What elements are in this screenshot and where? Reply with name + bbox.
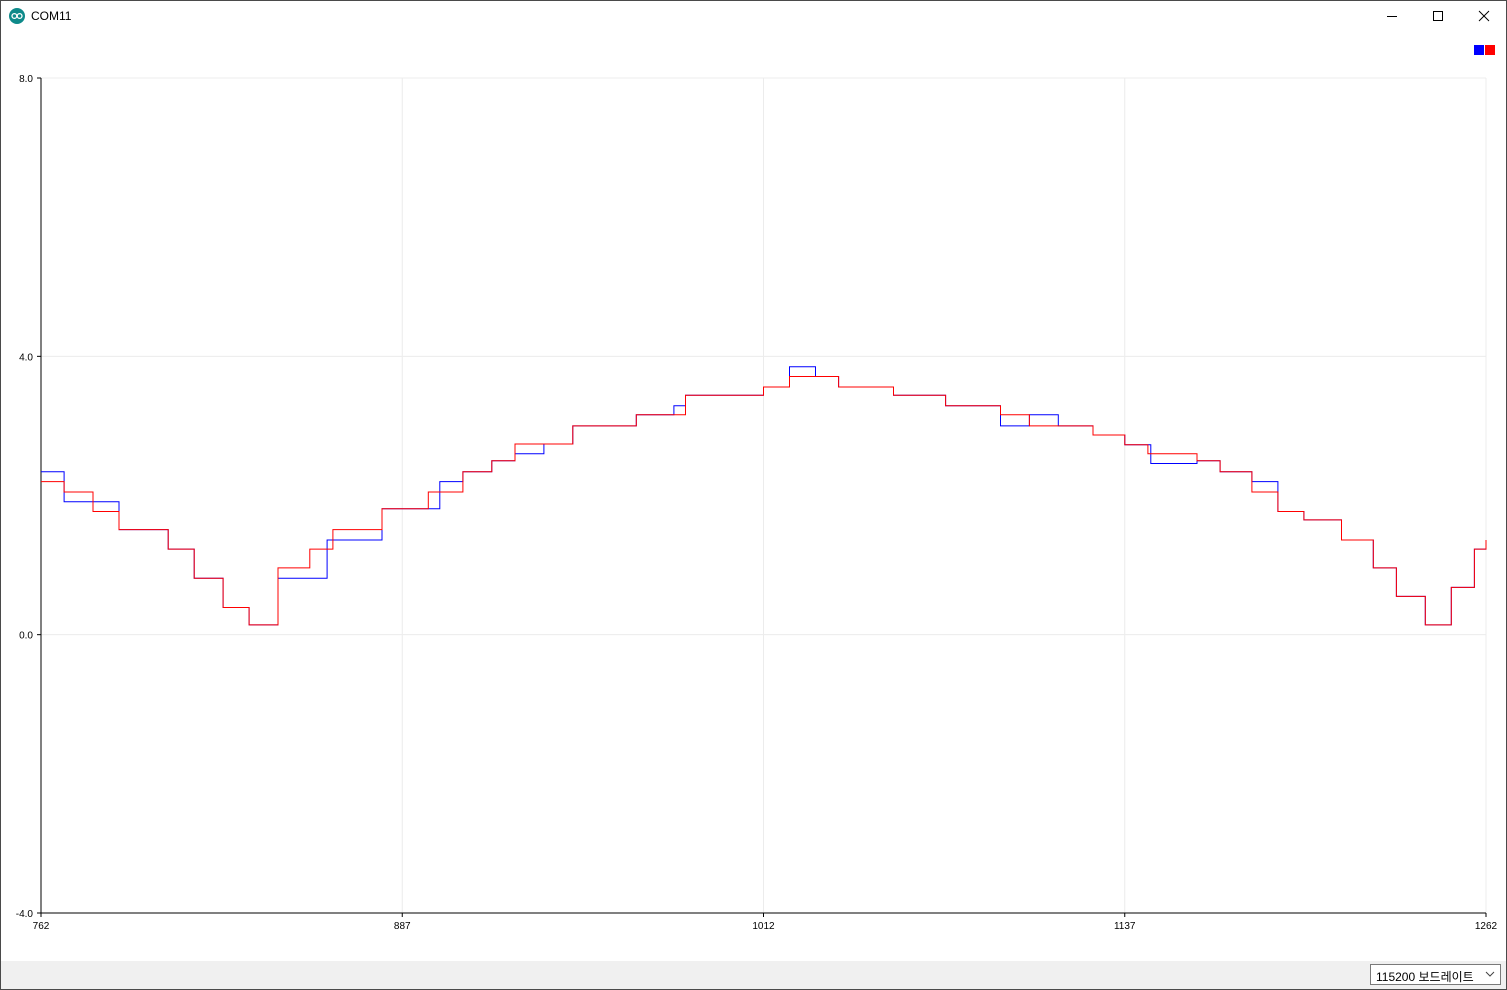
maximize-icon — [1433, 11, 1443, 21]
x-tick-label: 887 — [394, 921, 411, 932]
legend-swatch-series-2 — [1485, 45, 1495, 55]
y-tick-label: -4.0 — [16, 909, 34, 920]
baud-rate-label: 115200 보드레이트 — [1376, 970, 1474, 984]
window-title: COM11 — [31, 9, 72, 23]
close-button[interactable] — [1461, 1, 1507, 31]
series-line-2 — [41, 376, 1487, 626]
minimize-icon — [1387, 16, 1397, 17]
close-icon — [1478, 10, 1490, 22]
x-tick-label: 762 — [33, 921, 50, 932]
plot-area: -4.0 0.0 4.0 8.0 762 887 1012 1137 1262 — [1, 31, 1506, 961]
chevron-down-icon — [1485, 971, 1495, 977]
legend-swatch-series-1 — [1474, 45, 1484, 55]
x-tick-label: 1262 — [1475, 921, 1498, 932]
maximize-button[interactable] — [1415, 1, 1461, 31]
footer-bar: 115200 보드레이트 — [1, 961, 1506, 989]
x-tick-label: 1137 — [1114, 921, 1136, 932]
baud-rate-select[interactable]: 115200 보드레이트 — [1370, 964, 1501, 985]
arduino-icon — [9, 8, 25, 24]
y-tick-label: 4.0 — [19, 352, 33, 363]
title-bar[interactable]: COM11 — [1, 1, 1506, 31]
line-chart: -4.0 0.0 4.0 8.0 762 887 1012 1137 1262 — [16, 74, 1498, 932]
y-tick-label: 0.0 — [19, 631, 33, 642]
y-tick-label: 8.0 — [19, 74, 33, 85]
x-tick-label: 1012 — [752, 921, 775, 932]
legend — [1474, 42, 1496, 60]
minimize-button[interactable] — [1369, 1, 1415, 31]
